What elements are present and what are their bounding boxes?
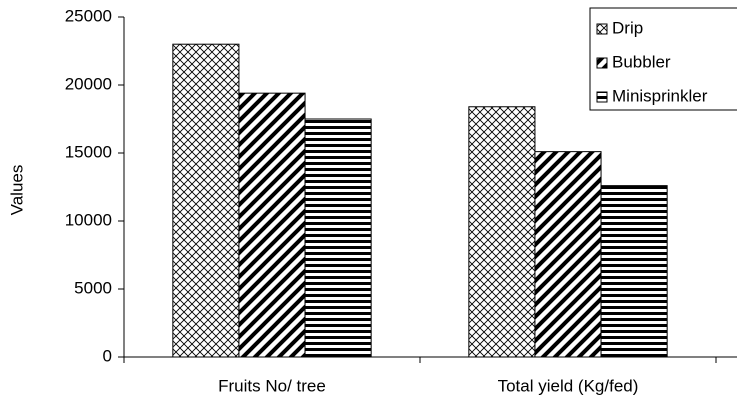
y-tick-label: 15000	[65, 142, 112, 161]
y-tick-label: 10000	[65, 210, 112, 229]
y-tick-label: 0	[103, 346, 112, 365]
legend-label: Minisprinkler	[612, 86, 708, 105]
y-axis-label: Values	[7, 165, 26, 216]
bar	[304, 118, 372, 358]
bar	[172, 43, 240, 358]
bar	[600, 185, 668, 358]
legend-label: Drip	[612, 18, 643, 37]
legend-swatch	[596, 23, 608, 35]
bar	[468, 106, 536, 358]
legend-swatch	[596, 91, 608, 103]
x-tick-label: Fruits No/ tree	[218, 376, 326, 395]
x-tick-label: Total yield (Kg/fed)	[498, 376, 639, 395]
bar	[534, 151, 602, 358]
y-tick-label: 25000	[65, 6, 112, 25]
y-tick-label: 5000	[74, 278, 112, 297]
legend-label: Bubbler	[612, 52, 671, 71]
y-tick-label: 20000	[65, 74, 112, 93]
bar	[238, 92, 306, 358]
legend-box	[589, 7, 737, 111]
legend-swatch	[596, 57, 608, 69]
